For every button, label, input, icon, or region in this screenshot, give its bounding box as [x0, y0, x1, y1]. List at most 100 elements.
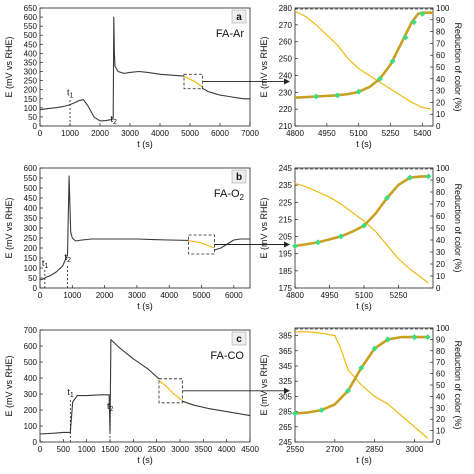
panel-letter-box — [231, 169, 247, 184]
y-tick-label: 0 — [33, 438, 38, 447]
panel-label: FA-Ar — [216, 28, 244, 40]
x-tick-label: 1000 — [61, 129, 79, 138]
y-tick-label: 500 — [24, 358, 38, 367]
y-tick-label: 300 — [24, 224, 38, 233]
y-right-tick-label: 10 — [436, 427, 445, 436]
x-tick-label: 3000 — [406, 445, 424, 454]
data-marker — [424, 334, 431, 341]
x-tick-label: 0 — [38, 291, 43, 300]
y-right-tick-label: 60 — [436, 51, 445, 60]
y-right-tick-label: 80 — [436, 188, 445, 197]
data-marker — [410, 19, 417, 26]
y-right-tick-label: 60 — [436, 370, 445, 379]
y-tick-label: 285 — [279, 408, 293, 417]
y-tick-label: 700 — [24, 326, 38, 335]
data-marker — [389, 58, 396, 65]
y-right-tick-label: 30 — [436, 404, 445, 413]
annotation-label: t2 — [64, 252, 71, 264]
series-line-1 — [294, 175, 429, 248]
series-line-1 — [183, 75, 203, 88]
plot-frame — [39, 167, 251, 289]
panel-letter: c — [236, 334, 242, 345]
x-tick-label: 4950 — [318, 129, 336, 138]
y-right-tick-label: 30 — [436, 248, 445, 257]
data-marker — [334, 92, 341, 99]
y-right-tick-label: 0 — [436, 438, 441, 447]
x-tick-label: 3500 — [194, 445, 212, 454]
x-tick-label: 3000 — [171, 445, 189, 454]
panel-c-right: 2550 2700 2850 3000 245 265 285 305 325 345 365 385… — [259, 324, 463, 465]
y-tick-label: 245 — [279, 438, 293, 447]
panel-letter-box — [231, 9, 247, 24]
x-tick-label: 4000 — [218, 445, 236, 454]
x-tick-label: 2000 — [124, 445, 142, 454]
y-tick-label: 200 — [24, 244, 38, 253]
y-axis-label: E (mV vs RHE) — [4, 36, 14, 97]
y-right-tick-label: 20 — [436, 415, 445, 424]
y-tick-label: 0 — [33, 122, 38, 131]
y-right-tick-label: 50 — [436, 224, 445, 233]
y-right-tick-label: 50 — [436, 381, 445, 390]
y-tick-label: 150 — [24, 254, 38, 263]
y-tick-label: 550 — [24, 22, 38, 31]
x-tick-label: 5250 — [390, 291, 408, 300]
y-tick-label: 240 — [279, 71, 293, 80]
y-right-tick-label: 100 — [436, 164, 450, 173]
zoom-arrow-head — [284, 387, 290, 394]
y-tick-label: 400 — [24, 374, 38, 383]
y-tick-label: 100 — [24, 104, 38, 113]
y-tick-label: 600 — [24, 13, 38, 22]
y-tick-label: 250 — [24, 234, 38, 243]
series-line-0 — [39, 339, 160, 435]
x-tick-label: 6000 — [225, 291, 243, 300]
x-tick-label: 3000 — [121, 129, 139, 138]
y-right-tick-label: 50 — [436, 63, 445, 72]
data-marker — [402, 34, 409, 41]
x-tick-label: 2000 — [91, 129, 109, 138]
y-tick-label: 650 — [24, 4, 38, 13]
y-tick-label: 235 — [279, 181, 293, 190]
y-right-axis-label: Reduction of color (%) — [453, 22, 463, 111]
x-tick-label: 5250 — [382, 129, 400, 138]
x-tick-label: 2850 — [366, 445, 384, 454]
y-right-tick-label: 40 — [436, 392, 445, 401]
y-tick-label: 200 — [24, 86, 38, 95]
x-axis-label: t (s) — [137, 455, 153, 465]
y-right-tick-label: 10 — [436, 110, 445, 119]
y-tick-label: 600 — [24, 342, 38, 351]
x-tick-label: 6000 — [211, 129, 229, 138]
zoom-highlight-box — [188, 234, 215, 255]
y-tick-label: 265 — [279, 423, 293, 432]
panel-a-left: 0 1000 2000 3000 4000 5000 6000 7000 05010015020… — [4, 4, 290, 149]
y-tick-label: 300 — [24, 68, 38, 77]
series-line-1 — [188, 240, 215, 249]
series-line-0 — [39, 16, 185, 122]
y-tick-label: 500 — [24, 31, 38, 40]
x-tick-label: 5100 — [355, 291, 373, 300]
data-marker — [338, 233, 344, 240]
x-tick-label: 2550 — [286, 445, 304, 454]
y-tick-label: 400 — [24, 49, 38, 58]
y-tick-label: 210 — [279, 122, 293, 131]
y-right-tick-label: 90 — [436, 176, 445, 185]
series-line-2 — [214, 238, 250, 251]
plot-frame — [39, 329, 251, 443]
panel-c-left: 0 500 1000 1500 2000 2500 3000 3500 4000 4500 0 100… — [4, 326, 290, 465]
y-axis-label: E (mV vs RHE) — [259, 197, 269, 258]
x-axis-label: t (s) — [356, 139, 372, 149]
y-right-tick-label: 0 — [436, 284, 441, 293]
data-marker — [292, 243, 298, 249]
y-right-tick-label: 80 — [436, 347, 445, 356]
x-tick-label: 5400 — [413, 129, 431, 138]
data-marker — [425, 173, 432, 180]
y-tick-label: 500 — [24, 184, 38, 193]
y-tick-label: 185 — [279, 267, 293, 276]
data-marker — [376, 75, 383, 82]
y-tick-label: 50 — [28, 113, 37, 122]
y-tick-label: 50 — [28, 274, 37, 283]
x-tick-label: 2000 — [96, 291, 114, 300]
data-marker — [384, 195, 390, 201]
y-tick-label: 300 — [24, 390, 38, 399]
series-line-1 — [158, 379, 183, 401]
y-right-tick-label: 60 — [436, 212, 445, 221]
